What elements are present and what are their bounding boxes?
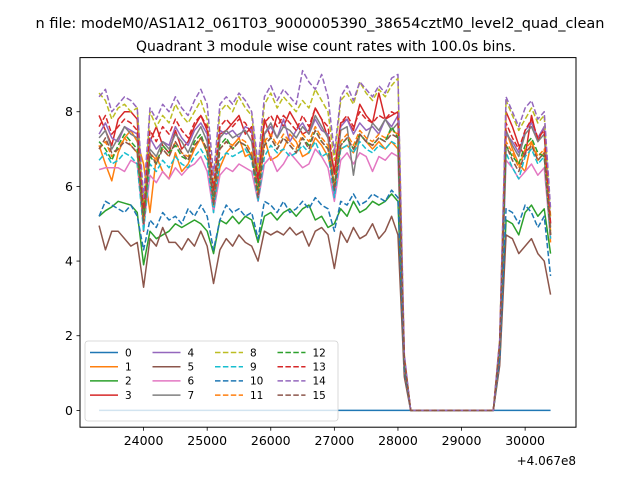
x-tick-label: 29000 (442, 433, 482, 448)
x-tick-label: 25000 (187, 433, 227, 448)
y-tick-label: 2 (65, 328, 73, 343)
legend-label-8: 8 (250, 347, 257, 359)
series-line-15 (98, 129, 552, 412)
legend-label-15: 15 (313, 390, 326, 402)
legend-label-14: 14 (313, 376, 327, 388)
legend-label-6: 6 (188, 376, 195, 388)
legend-label-0: 0 (125, 347, 132, 359)
legend-label-2: 2 (125, 376, 132, 388)
x-tick-label: 26000 (251, 433, 291, 448)
series-line-14 (98, 69, 552, 412)
legend-label-11: 11 (250, 390, 263, 402)
legend-label-13: 13 (313, 362, 326, 374)
x-tick-label: 30000 (505, 433, 545, 448)
legend-label-4: 4 (188, 347, 195, 359)
series-layer (98, 69, 552, 412)
legend-frame (84, 340, 339, 422)
legend-label-3: 3 (125, 390, 132, 402)
legend-label-5: 5 (188, 362, 195, 374)
x-tick-label: 24000 (124, 433, 164, 448)
x-tick-label: 28000 (378, 433, 418, 448)
y-tick-label: 6 (65, 179, 73, 194)
series-line-11 (98, 125, 552, 412)
chart-title: Quadrant 3 module wise count rates with … (136, 39, 516, 55)
y-tick-label: 4 (65, 254, 73, 269)
series-line-9 (98, 140, 552, 412)
legend-label-7: 7 (188, 390, 195, 402)
axes-frame (79, 57, 577, 428)
series-line-10 (98, 189, 552, 412)
legend-label-12: 12 (313, 347, 326, 359)
legend-label-10: 10 (250, 376, 263, 388)
legend-label-9: 9 (250, 362, 257, 374)
y-tick-label: 0 (65, 403, 73, 418)
x-tick-label: 27000 (314, 433, 354, 448)
ticks-layer: 24000 25000 26000 27000 28000 29000 30000 0 2 4 6 8 (65, 104, 545, 448)
y-tick-label: 8 (65, 104, 73, 119)
figure-suptitle: n file: modeM0/AS1A12_061T03_9000005390_… (36, 16, 605, 32)
legend-label-1: 1 (125, 362, 132, 374)
x-offset-text: +4.067e8 (517, 454, 576, 468)
